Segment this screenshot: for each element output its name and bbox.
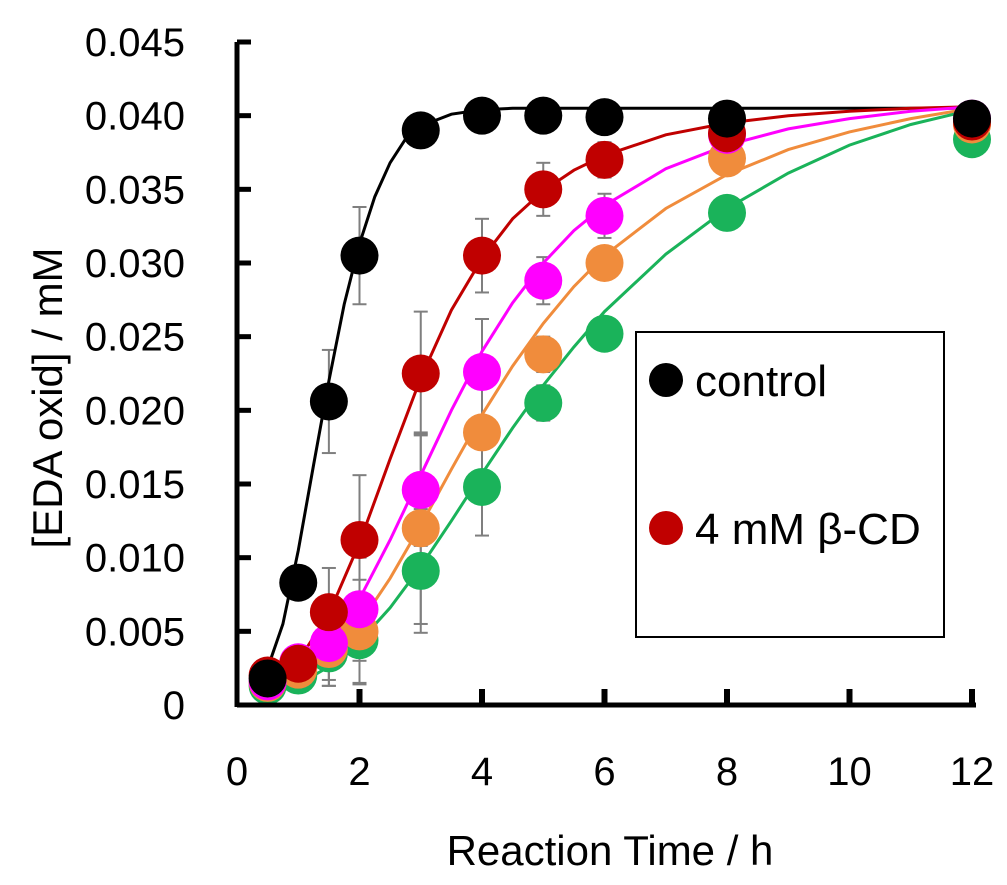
- y-tick-label: 0.010: [85, 537, 185, 581]
- data-point-series-3: [340, 590, 379, 629]
- y-tick-label: 0.045: [85, 21, 185, 65]
- legend-label: control: [695, 357, 827, 406]
- x-tick-label: 6: [593, 750, 615, 794]
- data-point-series-2: [340, 520, 379, 559]
- x-tick-label: 2: [348, 750, 370, 794]
- x-tick-label: 0: [226, 750, 248, 794]
- legend-marker: [649, 511, 683, 545]
- y-tick-label: 0.030: [85, 242, 185, 286]
- data-point-series-3: [401, 470, 440, 509]
- data-point-series-4: [401, 509, 440, 548]
- data-point-series-5: [401, 551, 440, 590]
- y-tick-label: 0: [163, 684, 185, 728]
- data-point-series-2: [585, 140, 624, 179]
- x-tick-label: 4: [471, 750, 493, 794]
- x-tick-label: 8: [716, 750, 738, 794]
- data-points-layer: [248, 96, 991, 705]
- data-point-series-2: [309, 593, 348, 632]
- data-point-series-2: [401, 354, 440, 393]
- y-tick-label: 0.035: [85, 168, 185, 212]
- data-point-series-1: [708, 99, 746, 138]
- data-point-series-3: [463, 353, 501, 392]
- data-point-series-1: [340, 236, 379, 275]
- legend-label: 4 mM β-CD: [695, 505, 921, 554]
- data-point-series-4: [463, 413, 501, 452]
- data-point-series-1: [279, 563, 318, 602]
- legend-marker: [649, 363, 683, 397]
- data-point-series-1: [524, 96, 563, 135]
- y-tick-label: 0.015: [85, 463, 185, 507]
- y-axis-title: [EDA oxid] / mM: [24, 247, 71, 548]
- data-point-series-1: [401, 111, 440, 150]
- data-point-series-2: [524, 170, 563, 209]
- data-point-series-1: [309, 382, 348, 421]
- legend: control 4 mM β-CD: [635, 331, 945, 638]
- y-tick-label: 0.020: [85, 389, 185, 433]
- x-tick-label: 12: [950, 750, 995, 794]
- data-point-series-4: [524, 335, 563, 374]
- data-point-series-1: [463, 96, 501, 135]
- y-tick-label: 0.005: [85, 610, 185, 654]
- x-tick-label: 10: [827, 750, 872, 794]
- legend-box: [635, 331, 945, 638]
- data-point-series-3: [585, 196, 624, 235]
- data-point-series-1: [248, 659, 287, 698]
- data-point-series-5: [524, 383, 563, 422]
- y-tick-label: 0.040: [85, 95, 185, 139]
- data-point-series-1: [585, 98, 624, 137]
- data-point-series-1: [953, 99, 991, 138]
- data-point-series-2: [463, 236, 501, 275]
- x-axis-title: Reaction Time / h: [447, 827, 774, 874]
- axes-layer: 0 2 4 6 8 10 12 0 0.005 0.010 0.015 0.020 0.025 0.030…: [85, 21, 994, 794]
- data-point-series-5: [585, 314, 624, 353]
- data-point-series-4: [585, 244, 624, 282]
- data-point-series-5: [708, 193, 746, 232]
- y-tick-label: 0.025: [85, 316, 185, 360]
- data-point-series-2: [279, 644, 318, 683]
- data-point-series-3: [524, 261, 563, 300]
- data-point-series-5: [463, 467, 501, 506]
- data-point-series-3: [309, 624, 348, 663]
